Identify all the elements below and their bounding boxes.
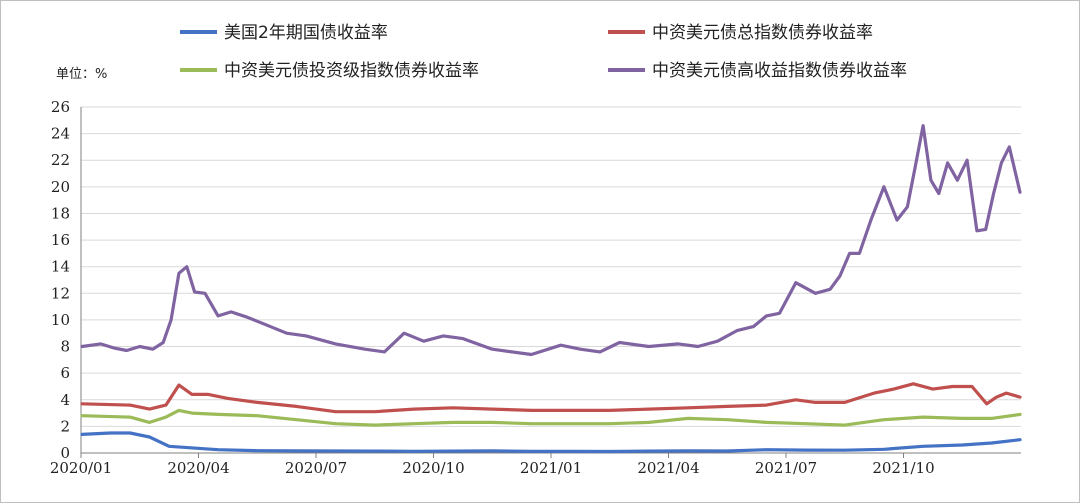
- y-tick-label: 24: [51, 125, 70, 143]
- y-tick-label: 8: [60, 338, 70, 356]
- y-tick-label: 2: [60, 417, 70, 435]
- y-tick-label: 6: [60, 364, 70, 382]
- series-line-3: [80, 408, 1022, 427]
- y-tick-label: 4: [60, 391, 70, 409]
- x-tick-label: 2020/07: [285, 459, 347, 477]
- y-tick-label: 26: [51, 98, 70, 116]
- x-tick-label: 2021/04: [637, 459, 699, 477]
- x-tick-label: 2020/04: [167, 459, 229, 477]
- y-axis-unit-label: 单位：%: [56, 67, 107, 82]
- x-tick-label: 2020/10: [402, 459, 464, 477]
- x-tick-label: 2021/10: [872, 459, 934, 477]
- y-tick-label: 12: [51, 284, 70, 302]
- y-tick-label: 14: [51, 258, 70, 276]
- y-tick-label: 10: [51, 311, 70, 329]
- legend-label-3: 中资美元债投资级指数债券收益率: [224, 61, 479, 81]
- legend-label-1: 美国2年期国债收益率: [224, 23, 388, 43]
- x-tick-label: 2020/01: [50, 459, 112, 477]
- series-line-2: [80, 382, 1022, 414]
- series-line-1: [80, 431, 1022, 454]
- y-tick-label: 22: [51, 151, 70, 169]
- legend-label-2: 中资美元债总指数债券收益率: [652, 23, 873, 43]
- series-lines: [80, 124, 1022, 454]
- y-tick-label: 18: [51, 204, 70, 222]
- y-tick-label: 16: [51, 231, 70, 249]
- series-line-4: [80, 124, 1022, 357]
- x-tick-label: 2021/07: [755, 459, 817, 477]
- y-tick-label: 20: [51, 178, 70, 196]
- x-tick-label: 2021/01: [520, 459, 582, 477]
- gridlines: [81, 106, 1021, 454]
- x-axis: 2020/01 2020/04 2020/07 2020/10 2021/01 2021/…: [50, 452, 1021, 477]
- legend-label-4: 中资美元债高收益指数债券收益率: [652, 61, 907, 81]
- y-tick-label: 0: [60, 444, 70, 462]
